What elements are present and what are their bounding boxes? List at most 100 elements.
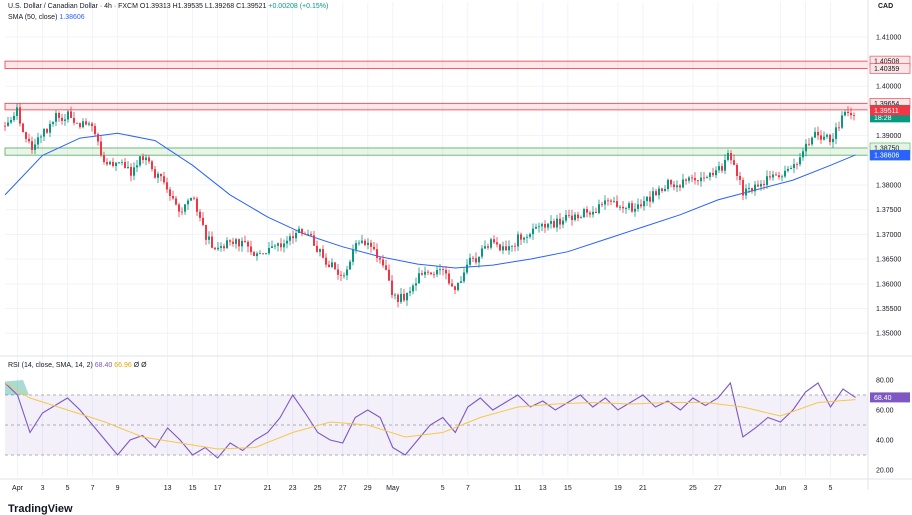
- time-tick-label: Jun: [775, 485, 786, 492]
- rsi-tick-label: 20.00: [876, 468, 894, 475]
- candle-up: [349, 261, 351, 270]
- candle-up: [580, 217, 582, 219]
- candle-up: [637, 204, 639, 209]
- time-tick-label: 29: [364, 485, 372, 492]
- sma-label: SMA (50, close): [8, 14, 58, 21]
- candle-up: [511, 245, 513, 247]
- candle-up: [508, 246, 510, 251]
- candle-down: [553, 221, 555, 228]
- candle-up: [592, 211, 594, 215]
- price-tick-label: 1.37000: [876, 232, 901, 239]
- candle-down: [757, 184, 759, 187]
- rsi-line: [4, 381, 856, 459]
- rsi-extra-2: Ø: [141, 362, 147, 369]
- candle-up: [457, 282, 459, 291]
- candle-up: [190, 197, 192, 201]
- candle-down: [280, 243, 282, 248]
- candle-down: [445, 269, 447, 274]
- time-tick-label: 23: [289, 485, 297, 492]
- rsi-tick-label: 80.00: [876, 378, 894, 385]
- candle-up: [784, 170, 786, 177]
- candle-down: [739, 176, 741, 180]
- candle-up: [517, 234, 519, 247]
- candle-down: [520, 234, 522, 240]
- candle-down: [364, 240, 366, 246]
- time-tick-label: 5: [829, 485, 833, 492]
- candle-down: [58, 113, 60, 118]
- candle-up: [286, 240, 288, 244]
- price-tick-label: 1.41000: [876, 34, 901, 41]
- tradingview-logo[interactable]: TradingView: [8, 503, 73, 515]
- candle-up: [718, 166, 720, 171]
- candle-down: [73, 117, 75, 123]
- candle-up: [625, 208, 627, 209]
- candle-up: [634, 208, 636, 212]
- candle-down: [829, 134, 831, 143]
- candle-up: [481, 248, 483, 257]
- rsi-sma-line: [4, 382, 856, 450]
- candle-up: [790, 167, 792, 169]
- candle-down: [100, 141, 102, 156]
- rsi-overbought-fill: [5, 380, 29, 395]
- candle-down: [577, 214, 579, 219]
- price-pane-grid: [5, 2, 868, 476]
- candle-up: [127, 166, 129, 169]
- candle-down: [322, 249, 324, 258]
- candle-down: [691, 177, 693, 179]
- candle-up: [529, 234, 531, 237]
- price-tick-label: 1.38000: [876, 183, 901, 190]
- candle-up: [664, 188, 666, 191]
- candle-down: [196, 198, 198, 212]
- time-tick-label: 9: [116, 485, 120, 492]
- candle-down: [610, 200, 612, 202]
- candle-down: [640, 204, 642, 207]
- price-tick-label: 1.35500: [876, 306, 901, 313]
- candle-down: [631, 203, 633, 212]
- candle-down: [775, 174, 777, 176]
- sma-legend[interactable]: SMA (50, close) 1.38606: [8, 14, 85, 21]
- rsi-legend[interactable]: RSI (14, close, SMA, 14, 2) 68.40 66.96 …: [8, 362, 147, 369]
- candle-up: [667, 179, 669, 189]
- support-label-text: 1.38750: [874, 145, 899, 152]
- candle-up: [550, 221, 552, 224]
- candle-up: [256, 253, 258, 257]
- candle-down: [796, 164, 798, 165]
- candle-up: [34, 144, 36, 150]
- candle-down: [328, 264, 330, 268]
- candle-up: [355, 243, 357, 250]
- candle-down: [112, 161, 114, 166]
- candle-down: [442, 269, 444, 271]
- candle-down: [673, 184, 675, 188]
- candle-down: [373, 246, 375, 250]
- candle-down: [46, 128, 48, 133]
- symbol-title: U.S. Dollar / Canadian Dollar · 4h · FXC…: [8, 3, 138, 10]
- candle-up: [436, 269, 438, 275]
- candle-down: [421, 273, 423, 275]
- ohlc-high: H1.39535: [172, 3, 203, 10]
- candle-down: [91, 123, 93, 127]
- candle-down: [106, 162, 108, 165]
- candle-down: [721, 166, 723, 171]
- candle-down: [601, 204, 603, 205]
- resistance-label-text: 1.40508: [874, 59, 899, 66]
- candle-up: [64, 119, 66, 121]
- candle-down: [142, 156, 144, 161]
- price-tag-box: [870, 112, 910, 123]
- time-tick-label: 13: [539, 485, 547, 492]
- candle-down: [769, 176, 771, 178]
- time-tick-label: 19: [614, 485, 622, 492]
- price-tag-box: [870, 150, 910, 161]
- candle-down: [169, 189, 171, 196]
- candle-down: [19, 107, 21, 124]
- candle-up: [535, 226, 537, 229]
- candle-down: [172, 195, 174, 199]
- candle-up: [295, 232, 297, 239]
- candle-down: [778, 175, 780, 178]
- symbol-legend[interactable]: U.S. Dollar / Canadian Dollar · 4h · FXC…: [8, 3, 328, 10]
- ohlc-low: L1.39268: [204, 3, 235, 10]
- candle-down: [589, 212, 591, 215]
- candle-up: [826, 134, 828, 137]
- candlestick-layer[interactable]: [4, 102, 855, 308]
- candle-up: [835, 127, 837, 139]
